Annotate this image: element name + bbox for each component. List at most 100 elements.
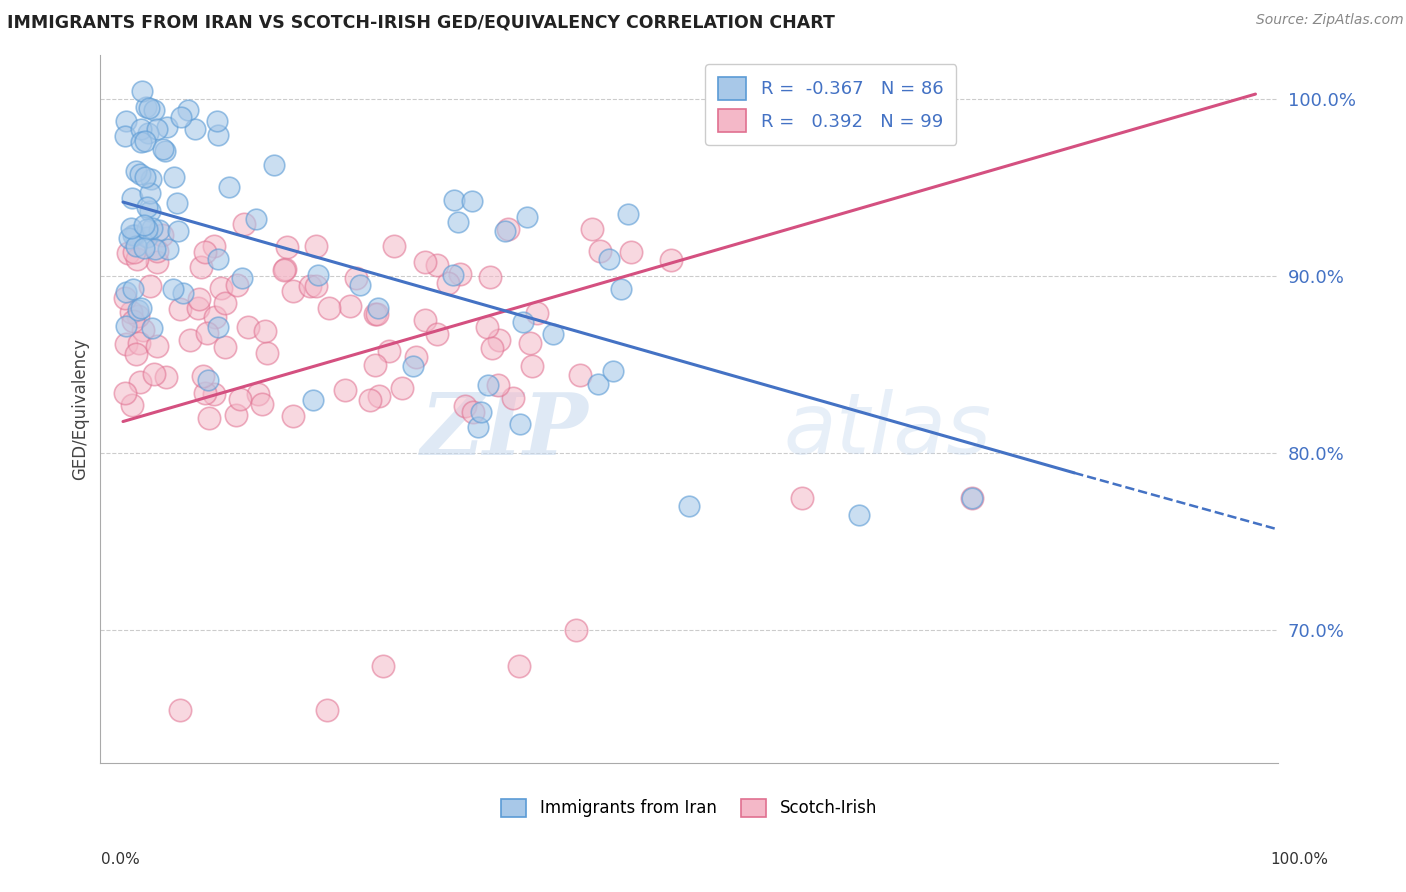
Point (135, 222, 157, 236)
Point (246, 387, 269, 401)
Point (226, 278, 249, 293)
Point (384, 239, 406, 253)
Y-axis label: GED/Equivalency: GED/Equivalency (72, 338, 89, 480)
Point (139, 186, 162, 201)
Point (172, 285, 194, 300)
Point (122, 228, 145, 243)
Text: atlas: atlas (783, 389, 991, 472)
Point (962, 491, 984, 505)
Text: Source: ZipAtlas.com: Source: ZipAtlas.com (1256, 13, 1403, 28)
Point (486, 378, 509, 392)
Point (135, 230, 157, 244)
Point (391, 381, 413, 395)
Point (588, 376, 610, 391)
Point (127, 303, 149, 318)
Point (373, 658, 395, 673)
Point (359, 393, 381, 408)
Point (194, 245, 217, 260)
Point (273, 262, 295, 277)
Point (307, 268, 329, 282)
Point (475, 320, 498, 334)
Point (134, 134, 156, 148)
Point (125, 347, 148, 361)
Point (120, 305, 142, 319)
Point (188, 292, 211, 306)
Point (146, 339, 169, 353)
Point (146, 244, 169, 258)
Point (202, 239, 225, 253)
Text: 0.0%: 0.0% (101, 852, 141, 867)
Point (509, 417, 531, 431)
Point (207, 128, 229, 143)
Point (204, 310, 226, 325)
Point (167, 224, 190, 238)
Point (142, 103, 165, 118)
Point (508, 658, 530, 673)
Point (792, 491, 814, 505)
Point (401, 359, 423, 374)
Point (467, 420, 489, 434)
Point (156, 120, 179, 134)
Point (477, 377, 499, 392)
Point (610, 282, 633, 296)
Point (254, 324, 277, 338)
Point (498, 221, 520, 235)
Point (143, 367, 166, 381)
Point (146, 255, 169, 269)
Point (117, 246, 139, 260)
Point (250, 397, 273, 411)
Point (134, 170, 156, 185)
Point (205, 114, 228, 128)
Point (134, 241, 156, 255)
Point (333, 383, 356, 397)
Point (124, 228, 146, 243)
Point (134, 218, 156, 232)
Point (225, 409, 247, 423)
Point (115, 318, 138, 333)
Point (488, 334, 510, 348)
Point (197, 373, 219, 387)
Point (141, 221, 163, 235)
Point (166, 195, 188, 210)
Point (405, 351, 427, 365)
Point (125, 252, 148, 266)
Point (114, 336, 136, 351)
Point (218, 180, 240, 194)
Point (170, 110, 193, 124)
Point (194, 385, 217, 400)
Point (131, 301, 153, 315)
Point (136, 126, 159, 140)
Point (143, 242, 166, 256)
Point (190, 260, 212, 274)
Point (132, 323, 155, 337)
Point (214, 296, 236, 310)
Point (186, 301, 208, 315)
Point (121, 282, 143, 296)
Point (962, 491, 984, 505)
Point (616, 206, 638, 220)
Point (152, 142, 174, 156)
Point (283, 284, 305, 298)
Point (378, 344, 401, 359)
Point (115, 285, 138, 299)
Point (114, 291, 136, 305)
Text: ZIP: ZIP (422, 389, 589, 472)
Point (229, 392, 252, 407)
Point (367, 301, 389, 315)
Point (446, 215, 468, 229)
Point (155, 370, 177, 384)
Point (581, 221, 603, 235)
Point (449, 267, 471, 281)
Point (678, 500, 700, 514)
Point (128, 376, 150, 390)
Point (236, 320, 259, 334)
Point (263, 158, 285, 172)
Point (207, 320, 229, 334)
Point (148, 223, 170, 237)
Point (191, 369, 214, 384)
Point (426, 327, 449, 342)
Point (150, 227, 173, 242)
Point (344, 271, 367, 285)
Point (214, 340, 236, 354)
Point (141, 320, 163, 334)
